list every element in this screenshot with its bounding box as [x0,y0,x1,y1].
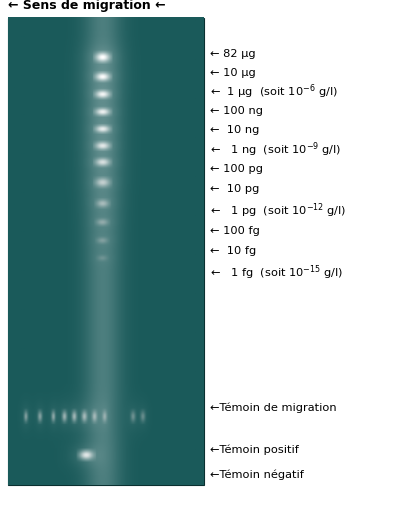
Text: ←   1 fg  (soit 10$^{-15}$ g/l): ← 1 fg (soit 10$^{-15}$ g/l) [210,264,343,282]
Text: ← 100 fg: ← 100 fg [210,226,260,236]
Text: ←  10 pg: ← 10 pg [210,184,259,194]
Text: ← Sens de migration ←: ← Sens de migration ← [8,0,166,12]
Text: ← 100 ng: ← 100 ng [210,106,263,116]
Text: ←Témoin positif: ←Témoin positif [210,444,299,454]
Text: ←   1 pg  (soit 10$^{-12}$ g/l): ← 1 pg (soit 10$^{-12}$ g/l) [210,201,346,220]
Text: ←   1 ng  (soit 10$^{-9}$ g/l): ← 1 ng (soit 10$^{-9}$ g/l) [210,141,341,159]
Bar [8,18,204,485]
Text: ←Témoin négatif: ←Témoin négatif [210,470,303,480]
Text: ←  10 ng: ← 10 ng [210,125,259,135]
Text: ←Témoin de migration: ←Témoin de migration [210,402,336,413]
Text: ← 100 pg: ← 100 pg [210,164,263,174]
Text: ←  1 µg  (soit 10$^{-6}$ g/l): ← 1 µg (soit 10$^{-6}$ g/l) [210,83,337,101]
Text: ←  10 fg: ← 10 fg [210,246,256,256]
Text: ← 10 µg: ← 10 µg [210,68,256,78]
Text: ← 82 µg: ← 82 µg [210,49,255,59]
